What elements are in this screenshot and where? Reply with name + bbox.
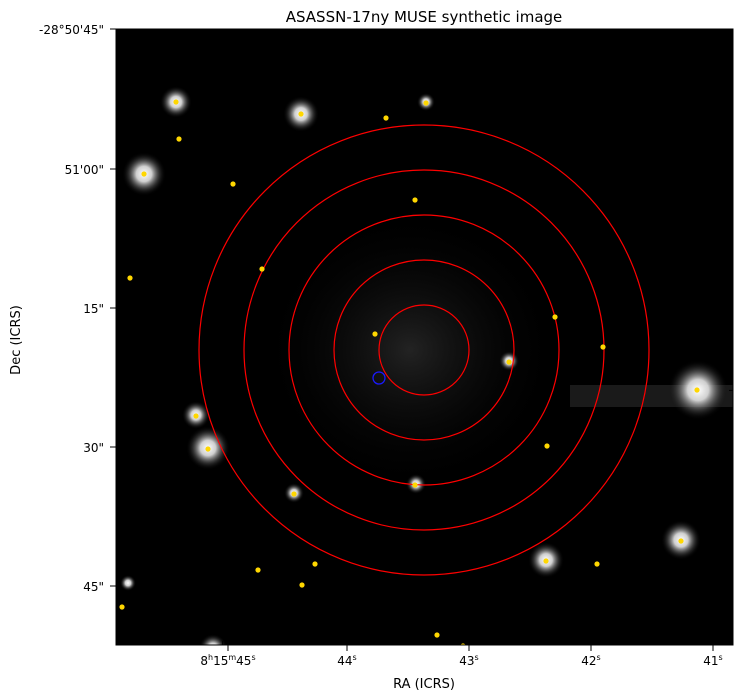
source-marker [205,446,211,452]
source-marker [259,266,265,272]
x-tick-label: 42s [581,653,600,668]
source-markers [119,99,700,645]
x-tick-label: 41s [703,653,722,668]
source-marker [383,115,389,121]
y-tick-label: 45" [83,580,104,594]
aperture-annuli [198,124,650,576]
source-marker [193,413,199,419]
source-marker [127,275,133,281]
source-marker [423,100,429,106]
source-marker [412,482,418,488]
y-tick-label: 51'00" [65,163,104,177]
star [120,575,136,591]
star [199,634,227,645]
source-marker [255,567,261,573]
source-marker [291,491,297,497]
plot-title: ASASSN-17ny MUSE synthetic image [286,8,563,26]
source-marker [460,643,466,645]
source-marker [372,331,378,337]
y-axis-label: Dec (ICRS) [9,305,24,375]
x-axis-label: RA (ICRS) [393,677,455,692]
x-tick-label: 8h15m45s [200,653,255,668]
source-marker [600,344,606,350]
target-marker [372,371,386,385]
galaxy-haze [260,210,560,490]
source-marker [543,558,549,564]
y-tick-label: 15" [83,302,104,316]
y-tick-label: -28°50'45" [39,23,104,37]
source-marker [694,387,700,393]
source-marker [176,136,182,142]
source-marker [412,197,418,203]
source-marker [299,582,305,588]
source-marker [141,171,147,177]
source-marker [544,443,550,449]
source-marker [312,561,318,567]
axes-frame [115,28,734,646]
source-marker [678,538,684,544]
x-tick-label: 44s [337,653,356,668]
source-marker [119,604,125,610]
x-tick-label: 43s [459,653,478,668]
image-area [116,29,733,645]
source-marker [434,632,440,638]
source-marker [594,561,600,567]
annulus-circle [378,304,470,396]
tick-marks [110,28,733,651]
source-marker [552,314,558,320]
source-marker [173,99,179,105]
source-marker [506,359,512,365]
annulus-circle [243,169,605,531]
y-tick-label: 30" [83,441,104,455]
source-marker [230,181,236,187]
annulus-circle [288,214,560,486]
annulus-circle [333,259,515,441]
source-marker [298,111,304,117]
annulus-circle [198,124,650,576]
